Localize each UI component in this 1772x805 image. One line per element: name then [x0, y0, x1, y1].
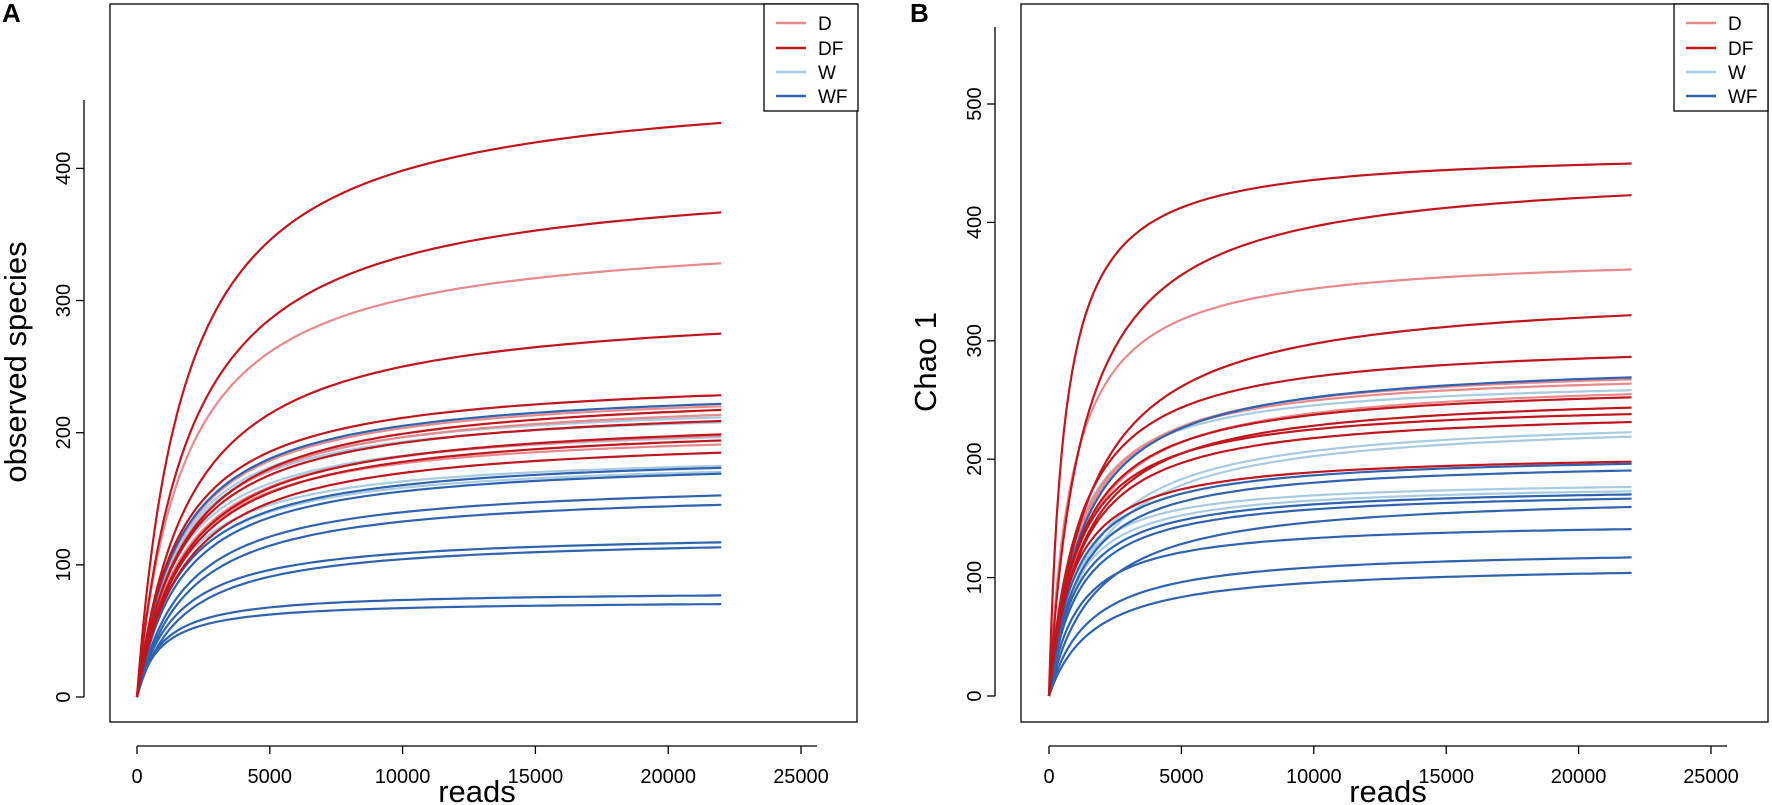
- x-tick-label: 0: [131, 766, 142, 788]
- series-line-df: [135, 433, 722, 698]
- x-axis: 0 5000 10000 15000 20000 25000: [1043, 745, 1739, 788]
- x-tick-label: 5000: [1159, 766, 1204, 788]
- series-line-df: [135, 121, 722, 698]
- x-tick-label: 25000: [773, 766, 829, 788]
- y-tick-label: 400: [964, 206, 986, 239]
- x-axis-label: reads: [1349, 774, 1427, 805]
- legend-item-wf: WF: [776, 87, 848, 108]
- series-line-df: [135, 451, 722, 698]
- panel-b: B 0 100 200 300 400 500 0 5000 10000 15000 20000 2…: [908, 0, 1769, 805]
- series-line-wf: [135, 472, 722, 698]
- series-line-wf: [1047, 497, 1632, 697]
- x-tick-label: 10000: [1286, 766, 1342, 788]
- plot-frame: [1020, 3, 1769, 723]
- panel-a: A 0 100 200 300 400 0 5000 10000 15000 20000 2500…: [0, 0, 859, 805]
- legend-label: WF: [1728, 87, 1758, 108]
- series-line-df: [135, 439, 722, 698]
- series-line-df: [1047, 194, 1632, 697]
- legend-label: W: [1728, 63, 1746, 84]
- series-line-wf: [1047, 556, 1632, 697]
- legend-item-d: D: [1686, 14, 1742, 35]
- legend-label: DF: [818, 39, 843, 60]
- y-tick-label: 300: [964, 324, 986, 357]
- series-line-wf: [1047, 528, 1632, 697]
- legend: D DF W WF: [763, 3, 859, 112]
- series-line-wf: [1047, 493, 1632, 697]
- curves: [1047, 162, 1632, 697]
- series-line-df: [1047, 396, 1632, 697]
- y-tick-label: 100: [53, 548, 75, 581]
- legend-item-w: W: [776, 63, 836, 84]
- series-line-df: [1047, 420, 1632, 697]
- series-line-df: [135, 419, 722, 698]
- x-axis: 0 5000 10000 15000 20000 25000: [131, 745, 829, 788]
- series-line-wf: [1047, 505, 1632, 697]
- series-line-w: [135, 421, 722, 698]
- series-line-d: [1047, 382, 1632, 697]
- series-line-wf: [135, 494, 722, 698]
- series-line-df: [1047, 413, 1632, 697]
- plot-frame: [109, 3, 858, 723]
- y-tick-label: 100: [964, 561, 986, 594]
- panel-label: B: [910, 0, 929, 28]
- series-line-df: [135, 394, 722, 698]
- y-axis-label: Chao 1: [908, 312, 943, 412]
- y-axis: 0 100 200 300 400 500: [964, 27, 996, 702]
- series-line-wf: [1047, 462, 1632, 697]
- series-line-d: [1047, 268, 1632, 697]
- legend-item-w: W: [1686, 63, 1746, 84]
- y-tick-label: 0: [964, 690, 986, 701]
- series-line-df: [1047, 162, 1632, 697]
- series-line-wf: [135, 503, 722, 698]
- y-tick-label: 300: [53, 284, 75, 317]
- y-axis: 0 100 200 300 400: [53, 100, 85, 703]
- series-line-wf: [135, 603, 722, 698]
- series-line-w: [1047, 431, 1632, 697]
- y-tick-label: 200: [53, 416, 75, 449]
- legend-label: WF: [818, 87, 848, 108]
- legend-label: DF: [1728, 39, 1753, 60]
- series-line-w: [1047, 485, 1632, 697]
- y-tick-label: 400: [53, 152, 75, 185]
- series-line-wf: [1047, 571, 1632, 697]
- legend-item-d: D: [776, 14, 832, 35]
- x-axis-label: reads: [438, 774, 516, 805]
- legend: D DF W WF: [1673, 3, 1769, 112]
- series-line-wf: [1047, 376, 1632, 697]
- x-tick-label: 15000: [1418, 766, 1474, 788]
- legend-item-df: DF: [1686, 39, 1753, 60]
- panel-label: A: [2, 0, 21, 28]
- y-tick-label: 0: [53, 691, 75, 702]
- curves: [135, 121, 722, 698]
- legend-label: W: [818, 63, 836, 84]
- series-line-df: [1047, 460, 1632, 697]
- y-tick-label: 500: [964, 87, 986, 120]
- series-line-wf: [135, 546, 722, 698]
- series-line-wf: [135, 541, 722, 698]
- series-line-d: [135, 262, 722, 698]
- x-tick-label: 15000: [508, 766, 564, 788]
- series-line-df: [1047, 355, 1632, 697]
- x-tick-label: 20000: [1551, 766, 1607, 788]
- series-line-wf: [135, 594, 722, 698]
- legend-item-df: DF: [776, 39, 843, 60]
- series-line-df: [135, 332, 722, 698]
- x-tick-label: 10000: [375, 766, 431, 788]
- legend-item-wf: WF: [1686, 87, 1758, 108]
- legend-label: D: [818, 14, 832, 35]
- x-tick-label: 0: [1043, 766, 1054, 788]
- x-tick-label: 5000: [248, 766, 293, 788]
- x-tick-label: 20000: [640, 766, 696, 788]
- y-tick-label: 200: [964, 443, 986, 476]
- series-line-wf: [1047, 469, 1632, 697]
- x-tick-label: 25000: [1683, 766, 1739, 788]
- legend-label: D: [1728, 14, 1742, 35]
- series-line-df: [135, 211, 722, 698]
- y-axis-label: observed species: [0, 241, 33, 482]
- legend-box: [1673, 3, 1769, 112]
- series-line-wf: [135, 402, 722, 698]
